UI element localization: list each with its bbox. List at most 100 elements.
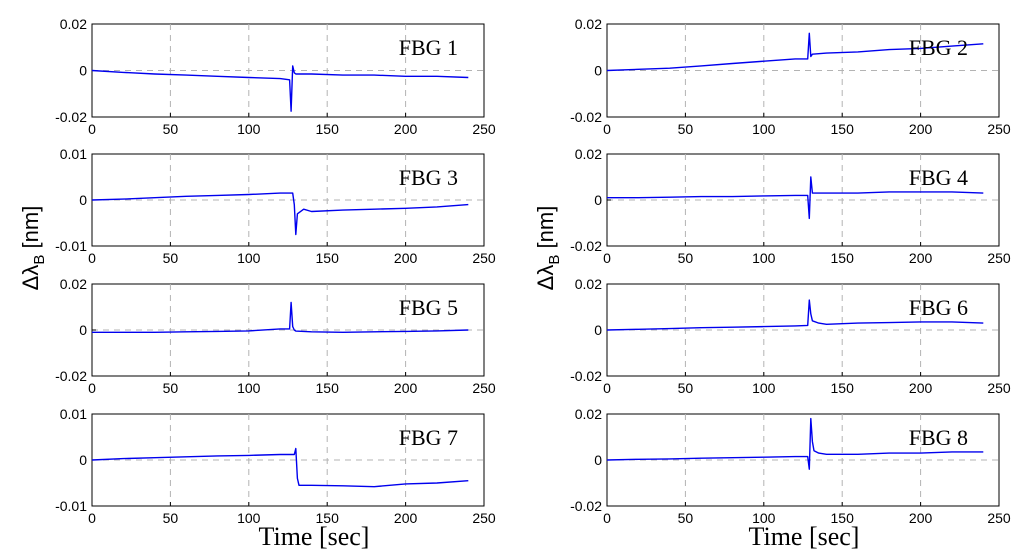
y-tick-label: 0 (594, 452, 602, 468)
series-line-fbg-5 (92, 301, 469, 333)
y-tick-label: 0.02 (575, 276, 602, 292)
y-tick-label: 0 (79, 192, 87, 208)
series-line-fbg-4 (607, 176, 984, 220)
x-tick-label: 50 (163, 250, 179, 266)
x-tick-label: 100 (237, 121, 261, 137)
right-x-axis-label: Time [sec] (749, 522, 860, 551)
x-tick-label: 100 (237, 380, 261, 396)
x-tick-label: 200 (909, 380, 933, 396)
x-tick-label: 50 (163, 510, 179, 526)
plot-frame (91, 153, 485, 247)
y-tick-label: 0 (79, 322, 87, 338)
x-tick-label: 0 (88, 510, 96, 526)
y-tick-label: 0.02 (60, 16, 87, 32)
y-tick-label: 0.02 (575, 146, 602, 162)
plot-frame (91, 23, 485, 118)
x-tick-label: 250 (987, 121, 1011, 137)
x-tick-label: 50 (678, 121, 694, 137)
x-tick-label: 50 (163, 380, 179, 396)
y-tick-label: -0.02 (55, 368, 87, 384)
plot-frame (606, 283, 1000, 377)
panel-title: FBG 8 (909, 425, 968, 450)
plot-frame (606, 153, 1000, 247)
x-tick-label: 250 (987, 380, 1011, 396)
left-x-axis-label: Time [sec] (259, 522, 370, 551)
panel-title: FBG 7 (399, 425, 458, 450)
left-y-axis-label: ΔλB [nm] (18, 206, 48, 291)
panel-title: FBG 2 (909, 35, 968, 60)
panel-title: FBG 3 (399, 165, 458, 190)
plot-frame (91, 413, 485, 507)
x-tick-label: 250 (987, 250, 1011, 266)
x-tick-label: 50 (163, 121, 179, 137)
plot-frame (606, 23, 1000, 118)
x-tick-label: 100 (752, 380, 776, 396)
x-tick-label: 150 (831, 121, 855, 137)
y-tick-label: -0.02 (570, 109, 602, 125)
x-tick-label: 100 (752, 121, 776, 137)
y-tick-label: 0.02 (575, 16, 602, 32)
panel-title: FBG 6 (909, 295, 968, 320)
plot-frame (606, 413, 1000, 507)
y-tick-label: -0.01 (55, 238, 87, 254)
series-line-fbg-6 (606, 299, 984, 331)
x-tick-label: 150 (831, 510, 855, 526)
y-tick-label: 0 (594, 322, 602, 338)
x-tick-label: 200 (394, 510, 418, 526)
y-tick-label: -0.02 (570, 368, 602, 384)
right-y-axis-label: ΔλB [nm] (533, 206, 563, 291)
x-tick-label: 0 (88, 250, 96, 266)
x-tick-label: 250 (987, 510, 1011, 526)
x-tick-label: 100 (237, 510, 261, 526)
x-tick-label: 250 (472, 250, 496, 266)
x-tick-label: 250 (472, 510, 496, 526)
x-tick-label: 0 (88, 380, 96, 396)
series-line-fbg-2 (606, 32, 984, 72)
x-tick-label: 250 (472, 121, 496, 137)
panel-title: FBG 4 (909, 165, 968, 190)
y-tick-label: 0.02 (60, 276, 87, 292)
panel-title: FBG 1 (399, 35, 458, 60)
x-tick-label: 0 (603, 380, 611, 396)
plot-frame (91, 283, 485, 377)
y-tick-label: -0.01 (55, 498, 87, 514)
y-tick-label: 0 (594, 192, 602, 208)
x-tick-label: 250 (472, 380, 496, 396)
panel-title: FBG 5 (399, 295, 458, 320)
x-tick-label: 200 (394, 250, 418, 266)
x-tick-label: 100 (237, 250, 261, 266)
y-tick-label: 0.02 (575, 406, 602, 422)
x-tick-label: 0 (603, 250, 611, 266)
x-tick-label: 200 (394, 380, 418, 396)
x-tick-label: 50 (678, 250, 694, 266)
x-tick-label: 200 (394, 121, 418, 137)
x-tick-label: 200 (909, 121, 933, 137)
x-tick-label: 0 (88, 121, 96, 137)
y-tick-label: 0 (79, 452, 87, 468)
x-tick-label: 150 (316, 510, 340, 526)
x-tick-label: 150 (316, 121, 340, 137)
x-tick-label: 200 (909, 510, 933, 526)
y-tick-label: 0 (79, 63, 87, 79)
series-line-fbg-1 (91, 65, 469, 112)
y-tick-label: 0.01 (60, 146, 87, 162)
series-line-fbg-8 (606, 417, 984, 470)
x-tick-label: 200 (909, 250, 933, 266)
x-tick-label: 0 (603, 510, 611, 526)
series-line-fbg-3 (91, 192, 469, 236)
y-tick-label: -0.02 (570, 498, 602, 514)
y-tick-label: -0.02 (570, 238, 602, 254)
y-tick-label: -0.02 (55, 109, 87, 125)
x-tick-label: 100 (752, 250, 776, 266)
y-tick-label: 0 (594, 63, 602, 79)
x-tick-label: 150 (316, 250, 340, 266)
x-tick-label: 0 (603, 121, 611, 137)
series-line-fbg-7 (91, 447, 469, 488)
